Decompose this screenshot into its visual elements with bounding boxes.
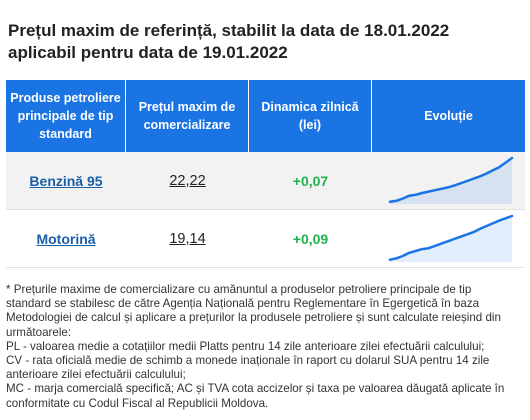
change-value: +0,07 <box>292 172 329 189</box>
price-table: Produse petroliere principale de tip sta… <box>6 80 525 268</box>
trend-cell <box>372 152 525 210</box>
header-product: Produse petroliere principale de tip sta… <box>6 80 126 152</box>
product-link-motorina[interactable]: Motorină <box>36 230 96 247</box>
header-change: Dinamica zilnică (lei) <box>249 80 372 152</box>
price-cell: 22,22 <box>126 152 249 209</box>
title-line-2: aplicabil pentru data de 19.01.2022 <box>8 43 288 62</box>
sparkline-line <box>388 214 514 261</box>
price-value[interactable]: 19,14 <box>169 230 206 247</box>
price-value[interactable]: 22,22 <box>169 172 206 189</box>
trend-sparkline <box>388 156 514 204</box>
product-link-benzina-95[interactable]: Benzină 95 <box>29 172 103 189</box>
change-value: +0,09 <box>292 230 329 247</box>
change-cell: +0,07 <box>249 152 372 209</box>
sparkline-line <box>388 156 514 203</box>
change-cell: +0,09 <box>249 210 372 267</box>
title-line-1: Prețul maxim de referință, stabilit la d… <box>8 21 450 40</box>
footnote: * Prețurile maxime de comercializare cu … <box>6 283 505 410</box>
trend-sparkline <box>388 214 514 262</box>
table-row: Benzină 95 22,22 +0,07 <box>6 152 525 210</box>
product-cell: Motorină <box>6 210 126 267</box>
trend-cell <box>372 210 525 268</box>
header-trend: Evoluție <box>424 109 473 123</box>
product-cell: Benzină 95 <box>6 152 126 209</box>
price-cell: 19,14 <box>126 210 249 267</box>
header-price: Prețul maxim de comercializare <box>126 80 249 152</box>
page-title: Prețul maxim de referință, stabilit la d… <box>8 20 523 64</box>
sparkline-area <box>390 158 512 204</box>
table-header: Produse petroliere principale de tip sta… <box>6 80 525 152</box>
table-row: Motorină 19,14 +0,09 <box>6 210 525 268</box>
